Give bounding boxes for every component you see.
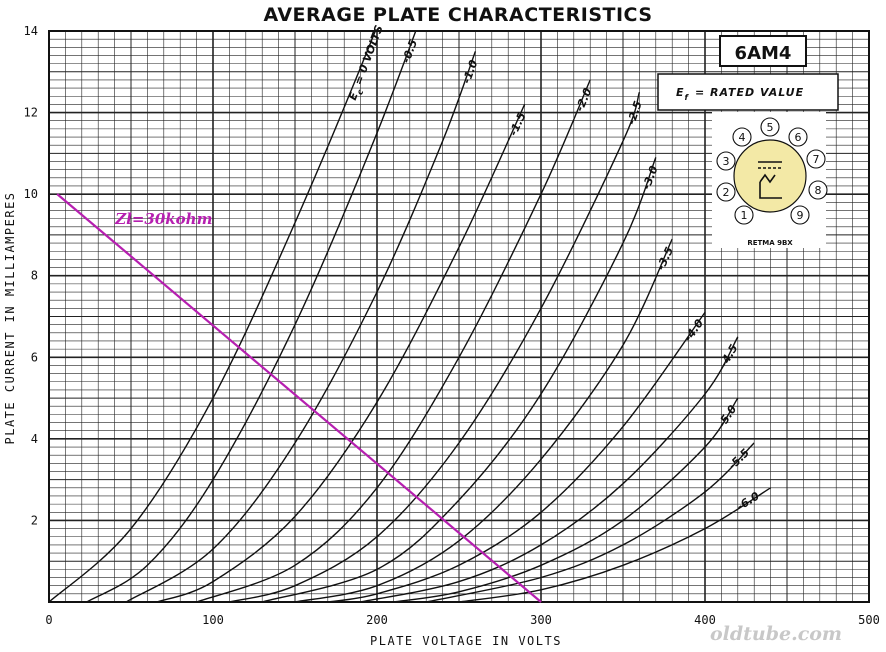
pin-circle bbox=[716, 151, 736, 171]
curve-label: -3.0 bbox=[640, 164, 661, 191]
grid-curve--4.5 bbox=[360, 336, 739, 602]
pin-circle bbox=[760, 117, 780, 137]
pin-circle bbox=[790, 205, 810, 225]
y-tick-label: 8 bbox=[31, 269, 38, 283]
grid-curve--2.5 bbox=[229, 91, 641, 602]
x-tick-label: 500 bbox=[858, 613, 880, 627]
grid-curve--1.0 bbox=[125, 51, 477, 602]
pin-circle bbox=[808, 180, 828, 200]
grid-curve--5.0 bbox=[393, 397, 739, 602]
y-tick-label: 10 bbox=[24, 187, 38, 201]
pin-label: 2 bbox=[723, 186, 730, 199]
grid-curve--1.5 bbox=[156, 104, 526, 602]
watermark: oldtube.com bbox=[710, 623, 842, 645]
pin-label: 8 bbox=[815, 184, 822, 197]
x-axis-label: PLATE VOLTAGE IN VOLTS bbox=[370, 634, 562, 648]
pin-label: 7 bbox=[813, 153, 820, 166]
y-tick-label: 2 bbox=[31, 513, 38, 527]
tube-base-envelope bbox=[733, 139, 807, 213]
grid-curve--5.5 bbox=[426, 442, 755, 602]
pin-label: 6 bbox=[795, 131, 802, 144]
grid-curve--3.5 bbox=[294, 238, 673, 602]
load-line-label: Zl=30kohm bbox=[114, 210, 212, 228]
y-tick-label: 4 bbox=[31, 432, 38, 446]
pin-circle bbox=[788, 127, 808, 147]
curve-label: -3.5 bbox=[654, 245, 676, 273]
curve-label: -6.0 bbox=[734, 489, 762, 513]
model-box bbox=[719, 35, 807, 67]
y-tick-label: 12 bbox=[24, 106, 38, 120]
pin-circles: 12 34 5 67 89 bbox=[716, 117, 828, 225]
pin-label: 5 bbox=[767, 121, 774, 134]
pin-circle bbox=[716, 182, 736, 202]
heater-box bbox=[657, 73, 839, 111]
x-tick-label: 100 bbox=[202, 613, 224, 627]
curve-label: Ec= 0 VOLTS bbox=[346, 23, 389, 103]
heater-label: Ef = RATED VALUE bbox=[676, 86, 804, 102]
pin-circle bbox=[806, 149, 826, 169]
x-tick-label: 200 bbox=[366, 613, 388, 627]
x-tick-label: 0 bbox=[45, 613, 52, 627]
x-tick-label: 400 bbox=[694, 613, 716, 627]
curves bbox=[49, 31, 771, 602]
load-line bbox=[56, 193, 542, 603]
pin-label: 9 bbox=[797, 209, 804, 222]
pin-label: 4 bbox=[739, 131, 746, 144]
curve-label: -0.5 bbox=[400, 37, 421, 64]
base-type-label: RETMA 9BX bbox=[747, 239, 793, 247]
x-tick-label: 300 bbox=[530, 613, 552, 627]
grid-curve-E_c = 0 VOLTS bbox=[49, 31, 377, 602]
tube-symbol-icon bbox=[758, 161, 782, 199]
y-tick-label: 14 bbox=[24, 24, 38, 38]
grid-curve--0.5 bbox=[86, 31, 417, 602]
pin-circle bbox=[734, 205, 754, 225]
grid-curve--2.0 bbox=[196, 79, 591, 602]
chart-title: AVERAGE PLATE CHARACTERISTICS bbox=[263, 4, 652, 26]
curve-label: -4.0 bbox=[682, 317, 707, 344]
tube-info-panel: 6AM4 Ef = RATED VALUE 12 34 5 67 89 RETMA 9BX bbox=[657, 35, 839, 248]
curve-label: -1.5 bbox=[507, 110, 529, 138]
curve-label: -5.0 bbox=[715, 402, 739, 430]
y-tick-label: 6 bbox=[31, 350, 38, 364]
grid-curve--6.0 bbox=[458, 487, 771, 602]
pin-label: 3 bbox=[723, 155, 730, 168]
grid-curve--3.0 bbox=[262, 157, 657, 602]
grid-curve--4.0 bbox=[327, 311, 706, 602]
tube-model: 6AM4 bbox=[735, 43, 792, 64]
curve-label: -2.0 bbox=[573, 86, 595, 114]
pin-label: 1 bbox=[741, 209, 748, 222]
y-axis-label: PLATE CURRENT IN MILLIAMPERES bbox=[3, 191, 17, 444]
pin-circle bbox=[732, 127, 752, 147]
